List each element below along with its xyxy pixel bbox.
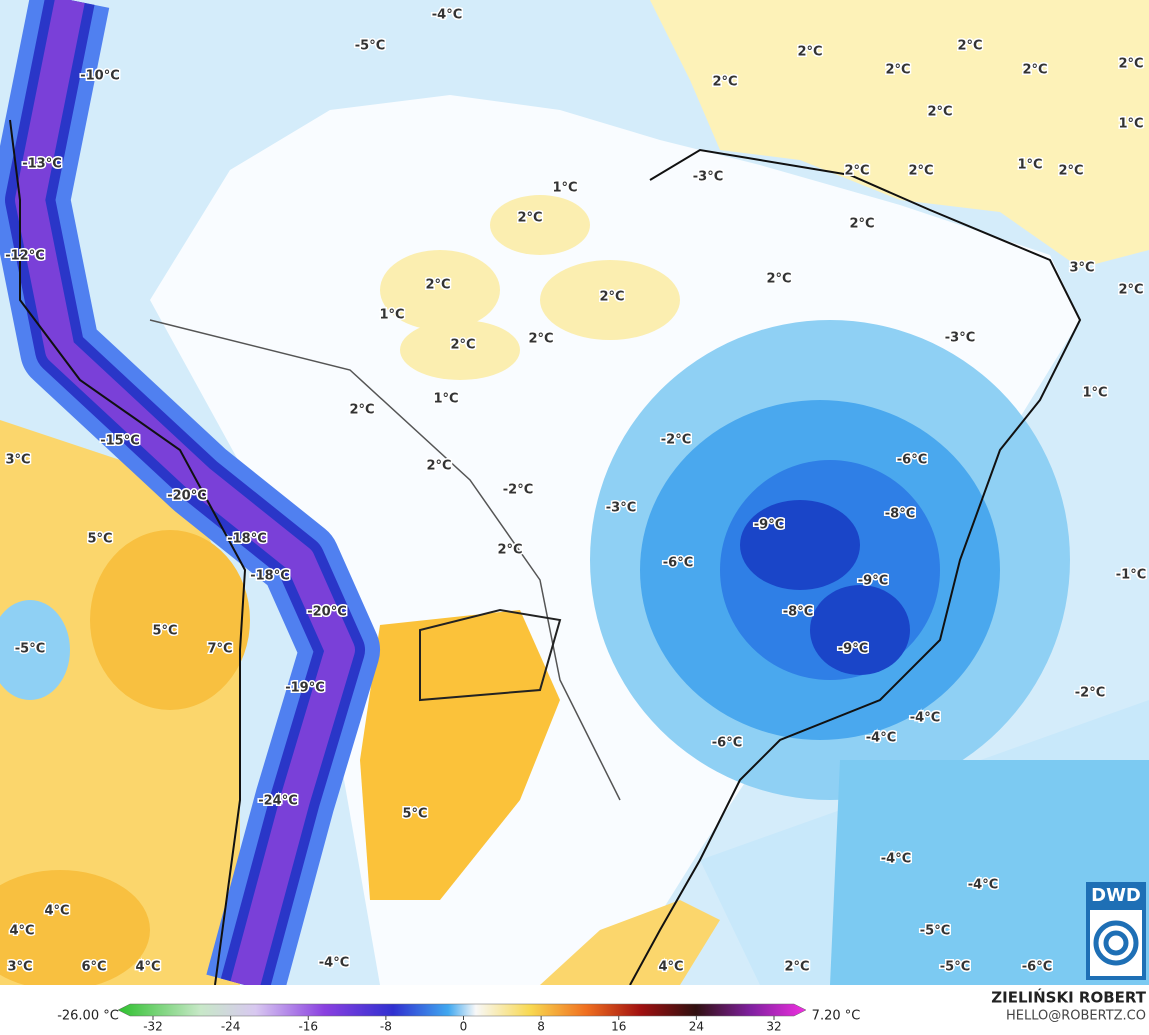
temp-label: 3°C [7,960,32,975]
temp-label: -13°C [22,157,62,172]
temp-label: -4°C [910,711,940,726]
temp-label: 1°C [1082,386,1107,401]
temp-label: -2°C [1075,686,1105,701]
temp-label: -18°C [227,532,267,547]
temp-label: -8°C [885,507,915,522]
temp-label: 5°C [87,532,112,547]
temp-label: -9°C [754,518,784,533]
temp-label: -1°C [1116,568,1146,583]
temp-label: 1°C [1118,117,1143,132]
temperature-labels: -4°C -5°C -10°C 2°C 2°C 2°C 2°C 2°C 2°C 2°C 1°C -13… [4,6,1148,976]
colorbar-tick-label: 32 [766,1020,781,1034]
temp-label: 2°C [766,272,791,287]
colorbar-tick-label: 8 [537,1020,545,1034]
temp-label: 2°C [1058,164,1083,179]
temp-label: 2°C [528,332,553,347]
temp-label: 2°C [844,164,869,179]
temp-label: 2°C [349,403,374,418]
dwd-logo: DWD [1086,882,1146,980]
temp-label: -9°C [858,574,888,589]
temp-label: -5°C [920,924,950,939]
colorbar-tick-label: 24 [689,1020,704,1034]
temp-label: -12°C [5,249,45,264]
temp-label: 2°C [885,63,910,78]
temp-label: -4°C [319,956,349,971]
temp-label: -4°C [968,878,998,893]
temp-label: 4°C [44,904,69,919]
temp-label: 2°C [957,39,982,54]
map-background [0,0,1149,996]
temp-label: 1°C [379,308,404,323]
temp-label: 3°C [1069,261,1094,276]
temp-label: -10°C [80,69,120,84]
temp-label: -8°C [783,605,813,620]
temp-label: 2°C [1022,63,1047,78]
logo-text: DWD [1091,885,1141,906]
temp-label: 2°C [712,75,737,90]
temp-label: -3°C [945,331,975,346]
temp-label: -20°C [167,489,207,504]
temp-label: -20°C [307,605,347,620]
temp-label: 2°C [517,211,542,226]
temp-label: -2°C [661,433,691,448]
temp-label: 7°C [207,642,232,657]
temp-label: -4°C [881,852,911,867]
temp-label: 2°C [849,217,874,232]
colorbar-max: 7.20 °C [812,1009,861,1024]
colorbar-tick-label: -24 [221,1020,241,1034]
temp-label: -5°C [940,960,970,975]
temp-label: 2°C [599,290,624,305]
temp-label: -2°C [503,483,533,498]
temp-label: 3°C [5,453,30,468]
credit-email: HELLO@ROBERTZ.CO [1006,1009,1146,1024]
temp-label: 1°C [552,181,577,196]
temp-label: 2°C [1118,57,1143,72]
temp-label: -9°C [838,642,868,657]
temp-label: -4°C [866,731,896,746]
temp-label: -6°C [1022,960,1052,975]
temp-label: -19°C [285,681,325,696]
temp-label: 2°C [908,164,933,179]
temp-label: 4°C [135,960,160,975]
temp-label: 6°C [81,960,106,975]
temp-label: -15°C [100,434,140,449]
colorbar-min: -26.00 °C [57,1009,119,1024]
temp-label: 1°C [1017,158,1042,173]
temp-label: 2°C [1118,283,1143,298]
temp-label: -6°C [897,453,927,468]
temp-label: -3°C [693,170,723,185]
temp-label: -4°C [432,8,462,23]
temp-label: 2°C [784,960,809,975]
temp-label: 2°C [927,105,952,120]
temp-label: 5°C [152,624,177,639]
temp-label: -5°C [15,642,45,657]
temp-label: -6°C [663,556,693,571]
temp-label: -18°C [250,569,290,584]
colorbar-tick-label: 16 [611,1020,626,1034]
colorbar-ticks: -32 -24 -16 -8 0 8 16 24 32 [143,1016,782,1034]
temp-label: 4°C [9,924,34,939]
colorbar-tick-label: -32 [143,1020,163,1034]
temp-label: -24°C [258,794,298,809]
colorbar-tick-label: 0 [460,1020,468,1034]
temp-label: 2°C [497,543,522,558]
credit-author: ZIELIŃSKI ROBERT [991,988,1146,1007]
colorbar [117,1003,807,1017]
temp-label: -3°C [606,501,636,516]
temp-label: -6°C [712,736,742,751]
temp-label: 1°C [433,392,458,407]
colorbar-tick-label: -16 [298,1020,318,1034]
temp-label: 5°C [402,807,427,822]
temp-label: 2°C [797,45,822,60]
colorbar-tick-label: -8 [380,1020,392,1034]
temp-label: 4°C [658,960,683,975]
temp-label: -5°C [355,39,385,54]
temp-label: 2°C [426,459,451,474]
temp-label: 2°C [425,278,450,293]
temp-label: 2°C [450,338,475,353]
